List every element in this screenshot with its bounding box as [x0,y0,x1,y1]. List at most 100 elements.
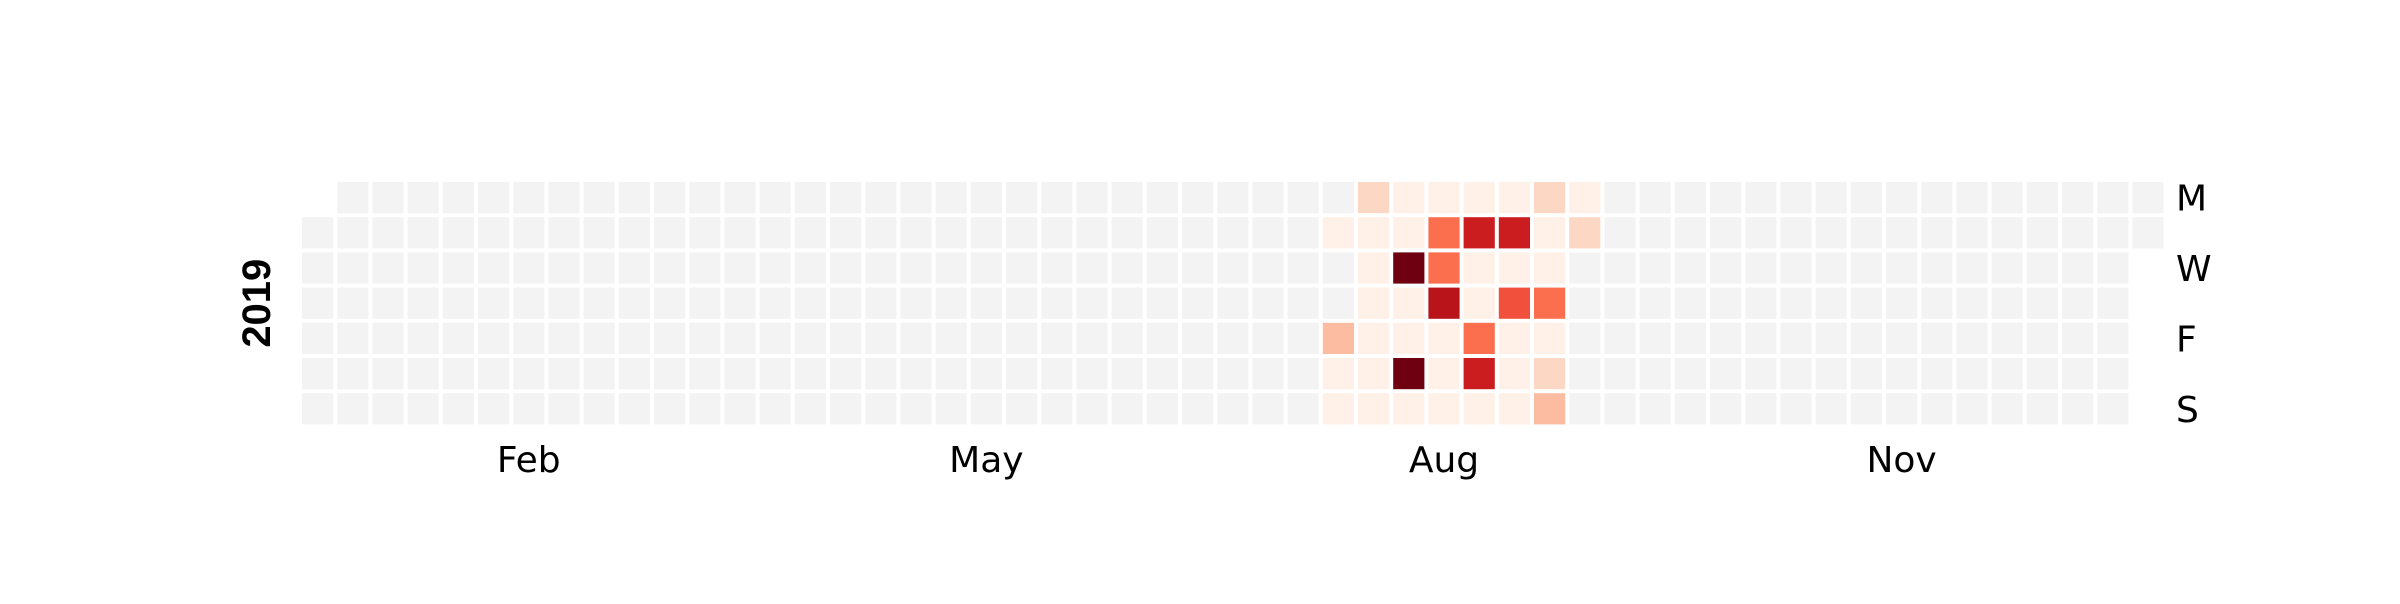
heatmap-cell [372,252,404,284]
heatmap-cell [1217,252,1249,284]
heatmap-cell [1006,393,1038,425]
heatmap-cell [337,358,369,390]
heatmap-cell [548,217,580,249]
heatmap-cell [1428,322,1460,354]
heatmap-cell [724,182,756,214]
heatmap-cell [1604,217,1636,249]
heatmap-cell [1463,358,1495,390]
heatmap-cell [1710,358,1742,390]
heatmap-cell [1956,393,1988,425]
heatmap-cell [1393,322,1425,354]
heatmap-cell [759,217,791,249]
heatmap-cell [618,287,650,319]
heatmap-cell [548,322,580,354]
heatmap-cell [1146,287,1178,319]
heatmap-cell [1569,217,1601,249]
heatmap-cell [2062,217,2094,249]
heatmap-cell [1182,252,1214,284]
heatmap-cell [724,393,756,425]
heatmap-cell [970,182,1002,214]
heatmap-cell [2026,252,2058,284]
heatmap-cell [794,393,826,425]
heatmap-cell [583,182,615,214]
heatmap-cell [1041,393,1073,425]
heatmap-cell [1217,182,1249,214]
heatmap-cell [337,217,369,249]
heatmap-cell [372,217,404,249]
heatmap-cell [583,217,615,249]
heatmap-cell [1815,287,1847,319]
heatmap-cell [689,217,721,249]
heatmap-cell [1745,252,1777,284]
heatmap-cell [1252,252,1284,284]
heatmap-cell [1674,393,1706,425]
heatmap-cell [1639,252,1671,284]
heatmap-cell [407,287,439,319]
heatmap-cell [1322,182,1354,214]
heatmap-cell [1498,182,1530,214]
heatmap-cell [1322,322,1354,354]
heatmap-cell [2026,322,2058,354]
heatmap-cell [1252,393,1284,425]
heatmap-cell [1604,252,1636,284]
heatmap-cell [407,252,439,284]
heatmap-cell [2097,217,2129,249]
heatmap-cell [830,358,862,390]
heatmap-cell [1358,287,1390,319]
heatmap-cell [372,393,404,425]
heatmap-cell [865,252,897,284]
heatmap-cell [1111,252,1143,284]
heatmap-cell [1886,393,1918,425]
heatmap-cell [442,393,474,425]
heatmap-cell [865,287,897,319]
heatmap-cell [689,252,721,284]
heatmap-cell [1322,358,1354,390]
heatmap-cell [618,322,650,354]
heatmap-cell [654,322,686,354]
heatmap-cell [1674,182,1706,214]
heatmap-cell [2097,252,2129,284]
heatmap-cell [1006,182,1038,214]
heatmap-cell [1569,358,1601,390]
heatmap-cell [689,322,721,354]
heatmap-cell [1287,182,1319,214]
heatmap-cell [759,358,791,390]
heatmap-cell [2062,393,2094,425]
heatmap-cell [1287,217,1319,249]
heatmap-cell [1674,217,1706,249]
heatmap-cell [1569,287,1601,319]
heatmap-cell [2062,287,2094,319]
heatmap-cell [1745,287,1777,319]
heatmap-cell [1604,322,1636,354]
heatmap-cell [1322,287,1354,319]
heatmap-cell [1146,217,1178,249]
heatmap-cell [1006,217,1038,249]
x-tick-label: Aug [1409,440,1479,481]
heatmap-cell [1569,182,1601,214]
heatmap-cell [548,393,580,425]
heatmap-cell [1498,393,1530,425]
heatmap-cell [1991,287,2023,319]
heatmap-cell [1710,393,1742,425]
heatmap-cell [478,393,510,425]
heatmap-cell [2062,182,2094,214]
heatmap-cell [513,322,545,354]
heatmap-cell [1886,287,1918,319]
heatmap-cell [1287,393,1319,425]
heatmap-cell [1463,217,1495,249]
heatmap-cell [2097,287,2129,319]
heatmap-cell [1604,287,1636,319]
heatmap-cell [478,217,510,249]
heatmap-cell [689,358,721,390]
heatmap-cell [830,252,862,284]
heatmap-cell [970,287,1002,319]
heatmap-cell [548,287,580,319]
heatmap-cell [724,217,756,249]
heatmap-cell [654,252,686,284]
heatmap-cell [1745,393,1777,425]
heatmap-cell [1639,322,1671,354]
heatmap-cell [1921,217,1953,249]
heatmap-cell [1252,358,1284,390]
heatmap-cell [1639,358,1671,390]
heatmap-cell [865,358,897,390]
